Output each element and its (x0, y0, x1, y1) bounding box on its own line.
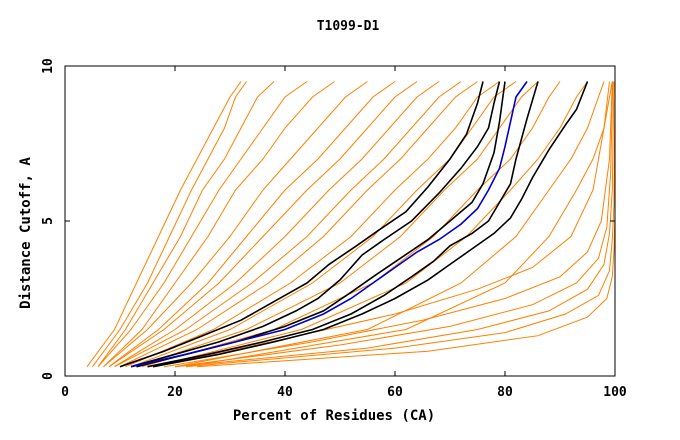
x-tick-label: 60 (387, 385, 403, 400)
background-model-line-2 (92, 81, 247, 367)
x-tick-label: 40 (277, 385, 293, 400)
background-model-curves (86, 81, 616, 368)
background-model-line-23 (185, 81, 616, 368)
background-model-line-5 (103, 81, 335, 368)
background-model-line-8 (108, 81, 418, 368)
highlighted-model-curves (119, 81, 589, 368)
x-tick-label: 80 (497, 385, 513, 400)
y-tick-label: 5 (41, 217, 56, 225)
highlighted-model-line-1 (119, 81, 484, 368)
background-model-line-21 (174, 81, 614, 368)
highlighted-model-line-5 (152, 81, 589, 368)
background-model-line-19 (152, 81, 610, 368)
x-tick-label: 0 (61, 385, 69, 400)
background-model-line-1 (86, 81, 242, 367)
background-model-line-13 (130, 81, 517, 368)
y-axis-label: Distance Cutoff, A (18, 157, 34, 309)
background-model-line-17 (174, 81, 605, 368)
y-tick-label: 0 (41, 372, 56, 380)
x-tick-label: 100 (603, 385, 627, 400)
background-model-line-18 (185, 81, 613, 368)
x-tick-label: 20 (167, 385, 183, 400)
highlighted-model-line-4 (147, 81, 539, 368)
background-model-line-9 (114, 81, 440, 368)
x-axis-ticks: 0 20 40 60 80 100 (61, 66, 627, 400)
y-tick-label: 10 (41, 58, 56, 74)
background-model-line-4 (97, 81, 308, 368)
chart-title: T1099-D1 (317, 19, 380, 34)
background-model-line-16 (152, 81, 588, 368)
plot-area (86, 81, 616, 368)
background-model-line-7 (108, 81, 396, 368)
highlighted-model-line-6 (130, 81, 528, 368)
highlighted-model-line-3 (136, 81, 506, 368)
highlighted-model-line-2 (130, 81, 501, 368)
background-model-line-12 (125, 81, 500, 368)
background-model-line-11 (119, 81, 478, 368)
background-model-line-6 (103, 81, 368, 368)
x-axis-label: Percent of Residues (CA) (233, 408, 435, 424)
background-model-line-3 (97, 81, 275, 367)
background-model-line-10 (114, 81, 462, 368)
background-model-line-20 (163, 81, 613, 368)
y-axis-ticks: 0 5 10 (41, 58, 615, 380)
background-model-line-22 (174, 81, 615, 368)
background-model-line-15 (141, 81, 561, 368)
